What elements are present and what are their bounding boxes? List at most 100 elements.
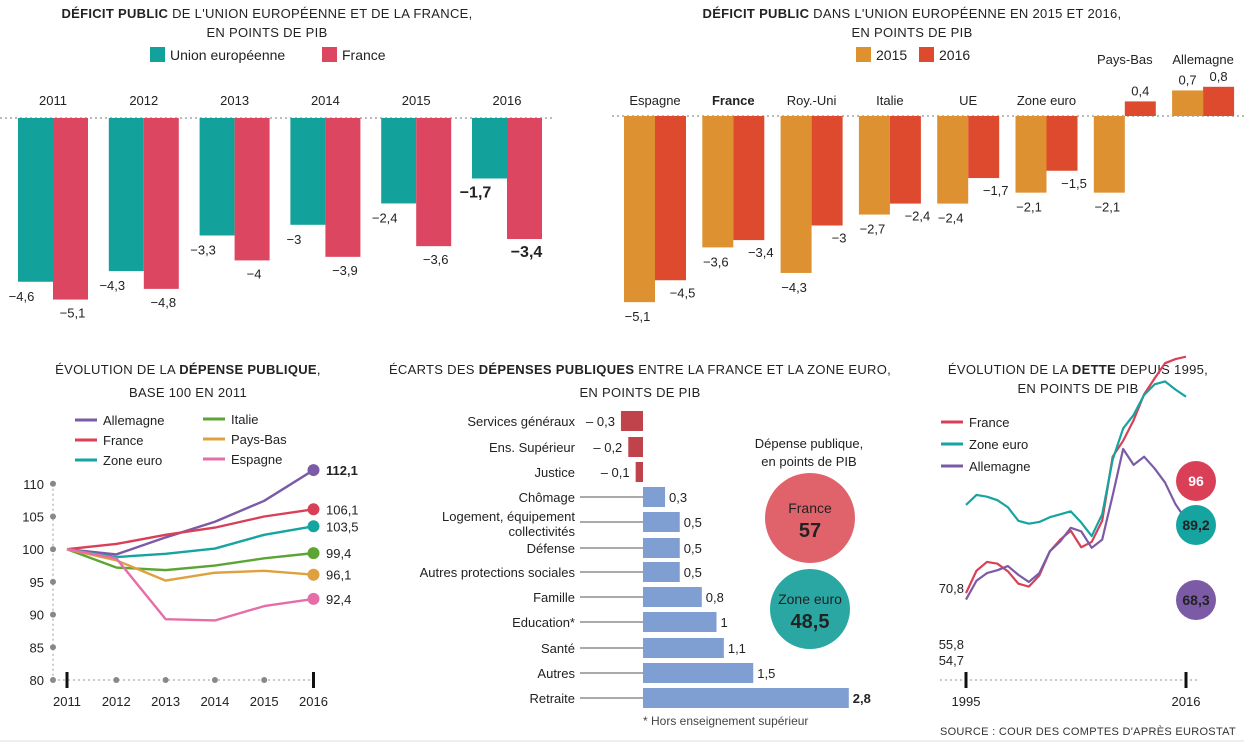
chart1-category-label-2014: 2014 — [311, 93, 340, 108]
chart1-value-label-eu-2013: −3,3 — [190, 242, 216, 257]
chart2-value-label-2015-ue: −2,4 — [938, 211, 964, 226]
chart4-category-label-justice: Justice — [535, 465, 575, 480]
chart1-bar-eu-2013 — [199, 118, 235, 236]
chart2-subtitle: EN POINTS DE PIB — [851, 25, 972, 40]
chart3-ytick-100: 100 — [22, 542, 44, 557]
chart3-title: ÉVOLUTION DE LA DÉPENSE PUBLIQUE, — [55, 362, 321, 377]
chart3-ytick-dot-105 — [50, 513, 56, 520]
bubble-france — [765, 473, 855, 563]
chart2-bar-2016-zone-euro — [1046, 116, 1078, 171]
chart1-value-label-france-2015: −3,6 — [423, 252, 449, 267]
chart1-value-label-eu-2016: −1,7 — [460, 185, 492, 202]
chart3-legend-label-espagne: Espagne — [231, 452, 282, 467]
chart2-value-label-2015-pays-bas: −2,1 — [1094, 200, 1120, 215]
bubble-title-1: Dépense publique, — [755, 436, 863, 451]
chart4-category-label-defense: Défense — [527, 541, 575, 556]
chart2-bar-2016-pays-bas — [1124, 101, 1156, 116]
chart5-legend-label-france: France — [969, 415, 1009, 430]
chart3-line-allemagne — [66, 469, 315, 556]
chart4-bar-chomage — [643, 487, 666, 507]
chart5-legend-label-zone-euro: Zone euro — [969, 437, 1028, 452]
chart4-title: ÉCARTS DES DÉPENSES PUBLIQUES ENTRE LA F… — [389, 362, 891, 377]
chart1-category-label-2016: 2016 — [493, 93, 522, 108]
chart4-value-label-justice: – 0,1 — [601, 465, 630, 480]
chart4-category-label-autres-protections-sociales: Autres protections sociales — [420, 565, 576, 580]
chart4-category-label-logement-equipement-collectivites-line2: collectivités — [509, 524, 576, 539]
chart4-category-label-chomage: Chômage — [519, 490, 575, 505]
chart1-bar-france-2013 — [234, 118, 270, 261]
chart3-line-pays-bas — [66, 548, 314, 582]
chart4-bar-retraite — [643, 688, 849, 708]
legend-swatch-2015 — [856, 47, 871, 62]
chart2-bar-2016-france — [733, 116, 765, 241]
chart4-value-label-autres: 1,5 — [757, 666, 775, 681]
chart4-value-label-retraite: 2,8 — [853, 691, 871, 706]
chart2-bar-2016-allemagne — [1203, 86, 1235, 116]
legend-swatch-2016 — [919, 47, 934, 62]
chart3-end-label-italie: 99,4 — [326, 546, 351, 561]
chart5-end-bubble-allemagne — [1176, 580, 1216, 620]
chart1-category-label-2011: 2011 — [39, 93, 67, 108]
chart3-ytick-dot-100 — [50, 546, 56, 553]
bubble-zone-euro-value: 48,5 — [791, 611, 830, 633]
chart1-bar-france-2014 — [325, 118, 361, 257]
chart1-value-label-eu-2011: −4,6 — [9, 289, 35, 304]
chart3-ytick-85: 85 — [30, 640, 44, 655]
chart1-value-label-eu-2015: −2,4 — [372, 210, 398, 225]
chart1-bar-eu-2011 — [18, 118, 53, 282]
chart2-category-label-italie: Italie — [876, 93, 903, 108]
chart2-category-label-allemagne: Allemagne — [1172, 52, 1233, 67]
chart1-value-label-eu-2012: −4,3 — [99, 278, 125, 293]
chart2-bar-2015-allemagne — [1172, 90, 1204, 116]
legend-label-eu: Union européenne — [170, 47, 285, 63]
chart4-category-label-logement-equipement-collectivites-line1: Logement, équipement — [442, 509, 575, 524]
chart5-start-label-allemagne: 54,7 — [939, 653, 964, 668]
chart3-xtick-2013: 2013 — [151, 694, 180, 709]
chart4-value-label-services-generaux: – 0,3 — [586, 414, 615, 429]
chart4-category-label-autres: Autres — [537, 666, 575, 681]
source-note: SOURCE : COUR DES COMPTES D'APRÈS EUROST… — [940, 725, 1236, 738]
chart1-value-label-france-2016: −3,4 — [511, 244, 543, 261]
chart4-value-label-defense: 0,5 — [684, 541, 702, 556]
legend-swatch-france — [322, 47, 337, 62]
chart2-value-label-2015-italie: −2,7 — [860, 222, 886, 237]
chart4-bar-famille — [643, 587, 702, 607]
chart3-end-dot-espagne — [307, 592, 320, 605]
chart5-xtick-1995: 1995 — [952, 694, 981, 709]
chart1-bar-france-2015 — [416, 118, 452, 247]
chart2-value-label-2016-france: −3,4 — [748, 245, 774, 260]
bubble-zone-euro — [770, 569, 850, 649]
chart-deficit-2015-2016: DÉFICIT PUBLIC DANS L'UNION EUROPÉENNE E… — [612, 6, 1244, 324]
chart3-ytick-80: 80 — [30, 673, 44, 688]
chart-ecarts-depenses: ÉCARTS DES DÉPENSES PUBLIQUES ENTRE LA F… — [389, 362, 891, 728]
chart-dette: ÉVOLUTION DE LA DETTE DEPUIS 1995, EN PO… — [939, 355, 1216, 709]
chart3-ytick-110: 110 — [23, 477, 44, 492]
chart1-subtitle: EN POINTS DE PIB — [206, 25, 327, 40]
chart1-category-label-2013: 2013 — [220, 93, 249, 108]
chart4-bar-ens-superieur — [628, 437, 643, 457]
chart3-subtitle: BASE 100 EN 2011 — [129, 385, 247, 400]
chart3-legend-label-pays-bas: Pays-Bas — [231, 432, 287, 447]
legend-label-2015: 2015 — [876, 47, 907, 63]
chart4-bar-services-generaux — [620, 411, 643, 431]
chart2-value-label-2016-espagne: −4,5 — [670, 285, 696, 300]
chart4-value-label-education: 1 — [721, 615, 728, 630]
chart3-legend-label-allemagne: Allemagne — [103, 413, 164, 428]
chart4-bar-autres — [643, 663, 754, 683]
chart2-bar-2016-ue — [968, 116, 1000, 179]
chart5-xtick-mark-2016 — [1184, 672, 1188, 688]
chart3-xtick-2012: 2012 — [102, 694, 131, 709]
chart1-value-label-france-2012: −4,8 — [150, 295, 176, 310]
chart3-end-label-espagne: 92,4 — [326, 592, 351, 607]
chart1-bar-france-2012 — [143, 118, 179, 289]
chart2-value-label-2016-italie: −2,4 — [905, 209, 931, 224]
chart3-ytick-105: 105 — [22, 510, 44, 525]
chart2-bar-2016-roy-uni — [811, 116, 843, 226]
bubble-title-2: en points de PIB — [761, 454, 856, 469]
chart1-bar-eu-2014 — [290, 118, 326, 225]
chart4-value-label-chomage: 0,3 — [669, 490, 687, 505]
chart2-value-label-2015-espagne: −5,1 — [625, 309, 651, 324]
chart4-value-label-logement-equipement-collectivites: 0,5 — [684, 515, 702, 530]
chart3-ytick-dot-90 — [50, 611, 56, 618]
chart1-value-label-eu-2014: −3 — [286, 232, 301, 247]
